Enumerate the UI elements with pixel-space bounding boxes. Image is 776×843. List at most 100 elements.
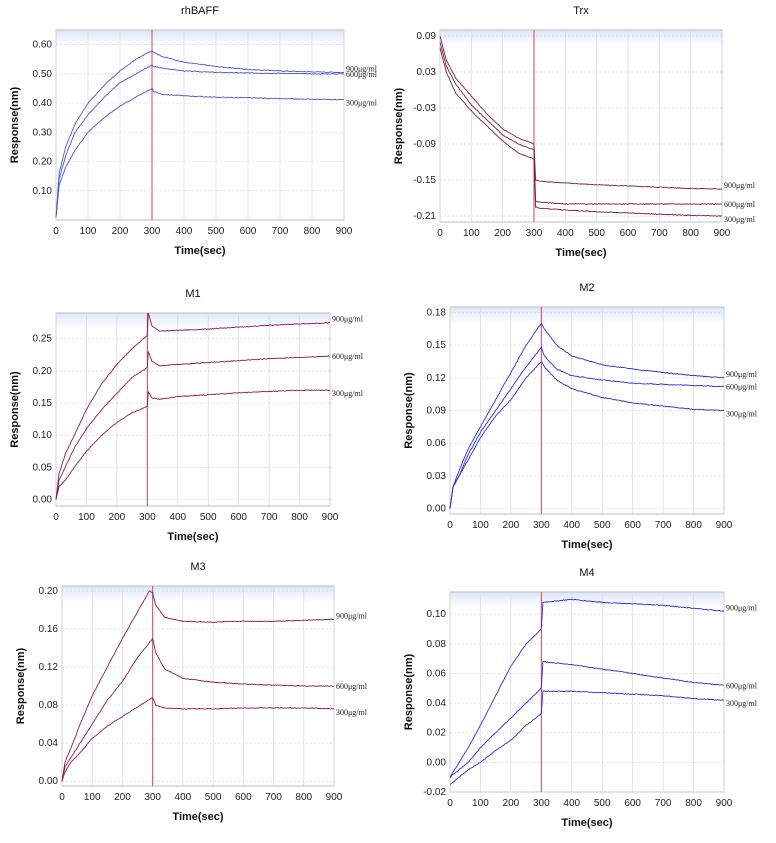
chart-title: M3 bbox=[190, 561, 205, 573]
series-line-600μg/ml bbox=[61, 637, 335, 782]
x-tick-label: 400 bbox=[169, 512, 186, 523]
series-line-900μg/ml bbox=[449, 598, 725, 778]
x-tick-label: 900 bbox=[322, 512, 339, 523]
y-tick-label: 0.03 bbox=[427, 471, 447, 482]
y-tick-label: 0.40 bbox=[33, 98, 53, 109]
series-label: 900μg/ml bbox=[726, 370, 758, 379]
series-label: 600μg/ml bbox=[346, 70, 378, 79]
x-tick-label: 600 bbox=[620, 228, 637, 239]
x-tick-label: 600 bbox=[240, 226, 257, 237]
x-tick-label: 0 bbox=[59, 792, 65, 803]
panel-m4: 0 100 200 300 400 500 600 700 800 900 -0.02 0.00 0.0… bbox=[388, 558, 776, 838]
y-tick-label: 0.20 bbox=[33, 366, 53, 377]
x-tick-label: 100 bbox=[472, 520, 489, 531]
series-line-300μg/ml bbox=[55, 389, 331, 500]
y-tick-label: 0.06 bbox=[427, 668, 447, 679]
x-tick-label: 900 bbox=[714, 228, 731, 239]
y-tick-label: 0.12 bbox=[39, 662, 59, 673]
series-label: 600μg/ml bbox=[726, 681, 758, 690]
series-line-300μg/ml bbox=[61, 697, 335, 782]
x-tick-label: 400 bbox=[176, 226, 193, 237]
x-tick-label: 200 bbox=[114, 792, 131, 803]
y-tick-label: -0.21 bbox=[413, 211, 436, 222]
series-line-300μg/ml bbox=[449, 690, 725, 785]
x-tick-label: 100 bbox=[463, 228, 480, 239]
y-tick-label: 0.10 bbox=[427, 609, 447, 620]
series-label: 900μg/ml bbox=[346, 64, 378, 73]
x-axis-title: Time(sec) bbox=[172, 811, 223, 823]
y-tick-label: 0.15 bbox=[33, 398, 53, 409]
x-tick-label: 600 bbox=[230, 512, 247, 523]
x-tick-label: 300 bbox=[144, 226, 161, 237]
header-band bbox=[450, 307, 724, 324]
x-tick-label: 0 bbox=[447, 520, 453, 531]
y-tick-label: 0.08 bbox=[39, 700, 59, 711]
x-tick-label: 700 bbox=[272, 226, 289, 237]
x-tick-label: 200 bbox=[503, 798, 520, 809]
x-tick-label: 800 bbox=[685, 520, 702, 531]
plot-frame bbox=[439, 29, 723, 223]
panel-rhbaff: 0 100 200 300 400 500 600 700 800 900 0.10 0.20 0.30… bbox=[0, 0, 385, 270]
x-tick-label: 800 bbox=[304, 226, 321, 237]
x-tick-label: 600 bbox=[624, 798, 641, 809]
x-tick-label: 200 bbox=[109, 512, 126, 523]
y-tick-label: -0.15 bbox=[413, 175, 436, 186]
chart-svg: 0 100 200 300 400 500 600 700 800 900 0.00 0.04 0.08… bbox=[15, 561, 368, 823]
chart-svg: 0 100 200 300 400 500 600 700 800 900 -0.21 -0.15 -0… bbox=[393, 5, 756, 259]
x-axis-title: Time(sec) bbox=[561, 817, 612, 829]
x-tick-label: 100 bbox=[472, 798, 489, 809]
y-tick-label: 0.10 bbox=[33, 430, 53, 441]
y-tick-label: 0.04 bbox=[39, 738, 59, 749]
header-band bbox=[62, 586, 334, 602]
y-tick-label: 0.15 bbox=[427, 340, 447, 351]
y-tick-label: 0.08 bbox=[427, 639, 447, 650]
y-tick-label: 0.00 bbox=[33, 495, 53, 506]
x-tick-label: 900 bbox=[716, 798, 733, 809]
y-axis-title: Response(nm) bbox=[9, 86, 21, 163]
series-label: 300μg/ml bbox=[726, 699, 758, 708]
x-tick-label: 800 bbox=[291, 512, 308, 523]
y-tick-label: -0.09 bbox=[413, 139, 436, 150]
y-tick-label: 0.10 bbox=[33, 186, 53, 197]
y-tick-label: -0.02 bbox=[423, 787, 446, 798]
x-tick-label: 100 bbox=[78, 512, 95, 523]
chart-title: rhBAFF bbox=[181, 5, 219, 17]
x-tick-label: 900 bbox=[716, 520, 733, 531]
y-tick-label: 0.03 bbox=[417, 67, 437, 78]
header-band bbox=[56, 313, 330, 328]
chart-svg: 0 100 200 300 400 500 600 700 800 900 0.10 0.20 0.30… bbox=[9, 5, 378, 257]
series-label: 600μg/ml bbox=[332, 352, 364, 361]
x-axis-title: Time(sec) bbox=[167, 531, 218, 543]
y-tick-label: 0.00 bbox=[427, 757, 447, 768]
header-band bbox=[56, 30, 344, 45]
x-tick-label: 700 bbox=[261, 512, 278, 523]
y-tick-label: 0.06 bbox=[427, 438, 447, 449]
series-label: 600μg/ml bbox=[336, 682, 368, 691]
series-line-600μg/ml bbox=[449, 660, 725, 778]
x-tick-label: 700 bbox=[655, 798, 672, 809]
y-tick-label: 0.25 bbox=[33, 334, 53, 345]
x-tick-label: 100 bbox=[80, 226, 97, 237]
series-label: 300μg/ml bbox=[724, 215, 756, 224]
x-tick-label: 0 bbox=[437, 228, 443, 239]
chart-title: Trx bbox=[573, 5, 589, 17]
x-tick-label: 600 bbox=[624, 520, 641, 531]
x-tick-label: 500 bbox=[205, 792, 222, 803]
y-tick-label: 0.16 bbox=[39, 624, 59, 635]
x-tick-label: 400 bbox=[557, 228, 574, 239]
series-line-300μg/ml bbox=[55, 87, 345, 218]
x-tick-label: 300 bbox=[144, 792, 161, 803]
x-tick-label: 0 bbox=[53, 512, 59, 523]
series-line-600μg/ml bbox=[439, 41, 723, 205]
x-tick-label: 900 bbox=[326, 792, 343, 803]
chart-svg: 0 100 200 300 400 500 600 700 800 900 0.00 0.03 0.06… bbox=[403, 282, 758, 551]
series-line-600μg/ml bbox=[55, 351, 331, 500]
series-label: 900μg/ml bbox=[332, 315, 364, 324]
x-tick-label: 600 bbox=[235, 792, 252, 803]
y-axis-title: Response(nm) bbox=[393, 87, 405, 164]
series-line-300μg/ml bbox=[449, 360, 725, 509]
series-label: 900μg/ml bbox=[336, 611, 368, 620]
plot-frame bbox=[55, 312, 331, 507]
y-tick-label: 0.50 bbox=[33, 69, 53, 80]
y-tick-label: 0.60 bbox=[33, 40, 53, 51]
